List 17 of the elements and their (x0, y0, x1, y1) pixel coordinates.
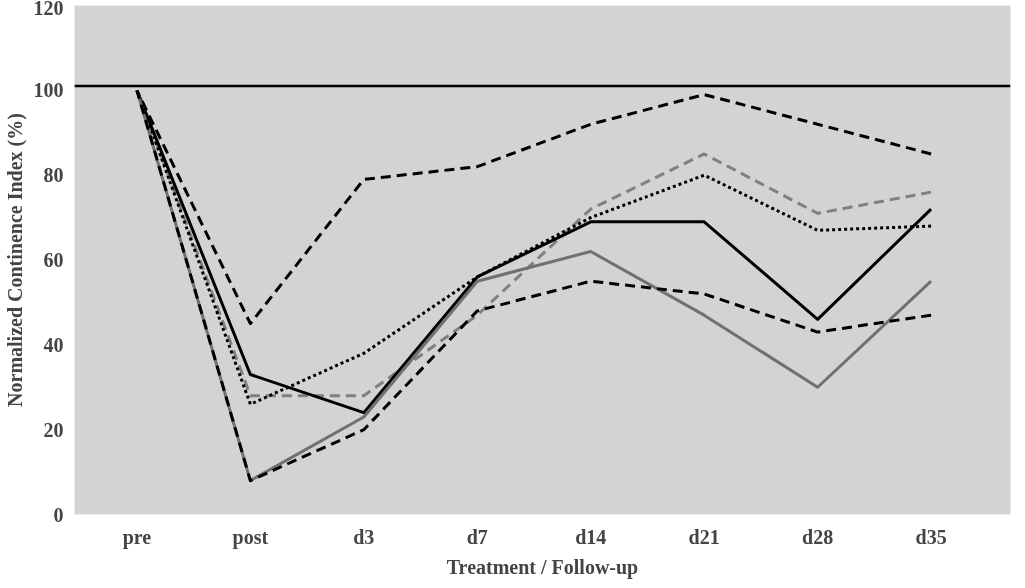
y-tick-label: 80 (43, 164, 64, 187)
x-tick-label: d3 (353, 525, 375, 548)
x-tick-label: d35 (915, 525, 947, 548)
x-tick-label: d28 (802, 525, 834, 548)
x-tick-label: post (232, 525, 269, 549)
x-axis-title: Treatment / Follow-up (446, 555, 639, 579)
x-tick-label: pre (122, 525, 152, 549)
y-axis-title: Normalized Continence Index (%) (3, 113, 27, 407)
y-tick-label: 40 (43, 333, 64, 356)
y-tick-label: 20 (43, 418, 64, 441)
x-tick-label: d21 (688, 525, 720, 548)
y-tick-label: 100 (33, 79, 64, 102)
x-tick-label: d7 (466, 525, 488, 548)
y-tick-label: 120 (33, 0, 64, 19)
x-tick-label: d14 (575, 525, 607, 548)
y-tick-label: 0 (53, 503, 64, 526)
y-tick-label: 60 (43, 249, 64, 271)
